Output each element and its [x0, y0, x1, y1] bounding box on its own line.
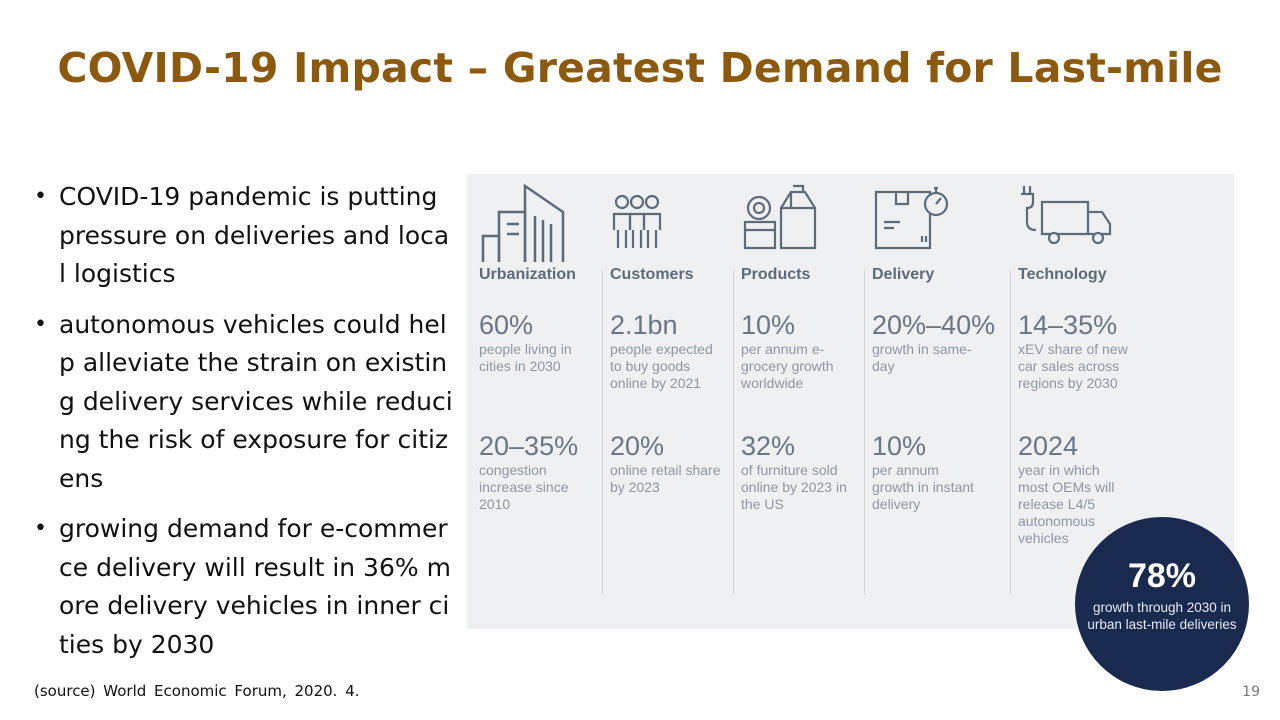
category-label: Customers	[610, 266, 694, 283]
stat-description: per annum growth in instant delivery	[872, 462, 974, 512]
stat-value: 14–35%	[1018, 310, 1118, 340]
category-label: Delivery	[872, 266, 935, 283]
buildings-icon	[479, 182, 569, 266]
bullet-item: • COVID-19 pandemic is putting pressure o…	[34, 178, 454, 294]
stat-block: 2.1bn people expected to buy goods onlin…	[610, 310, 720, 392]
stat-description: congestion increase since 2010	[479, 462, 569, 512]
stat-description: year in which most OEMs will release L4/…	[1018, 462, 1115, 546]
column-customers: Customers 2.1bn people expected to buy g…	[598, 174, 729, 629]
category-label: Urbanization	[479, 266, 576, 283]
bullet-item: • growing demand for e-commerce delivery …	[34, 510, 454, 664]
stat-description: xEV share of new car sales across region…	[1018, 341, 1128, 391]
column-divider	[864, 270, 865, 595]
package-timer-icon	[874, 182, 954, 256]
column-technology: Technology 14–35% xEV share of new car s…	[1006, 174, 1226, 629]
category-label: Products	[741, 266, 811, 283]
stat-block: 32% of furniture sold online by 2023 in …	[741, 431, 856, 513]
slide-title: COVID-19 Impact – Greatest Demand for La…	[57, 44, 1223, 92]
stat-description: growth in same-day	[872, 341, 972, 374]
stat-block: 20%–40% growth in same-day	[872, 310, 995, 375]
bullet-dot-icon: •	[34, 516, 47, 541]
bullet-dot-icon: •	[34, 311, 47, 337]
highlight-value: 78%	[1127, 557, 1197, 595]
stat-value: 60%	[479, 310, 534, 340]
stat-block: 2024 year in which most OEMs will releas…	[1018, 431, 1123, 547]
stat-value: 20–35%	[479, 431, 579, 461]
stat-block: 14–35% xEV share of new car sales across…	[1018, 310, 1133, 392]
category-label: Technology	[1018, 266, 1107, 283]
page-number: 19	[1242, 684, 1260, 700]
stat-description: online retail share by 2023	[610, 462, 721, 495]
column-products: Products 10% per annum e-grocery growth …	[729, 174, 860, 629]
stat-value: 20%	[610, 431, 665, 461]
highlight-badge: 78% growth through 2030 in urban last-mi…	[1075, 517, 1249, 691]
stat-value: 10%	[741, 310, 796, 340]
stat-description: people expected to buy goods online by 2…	[610, 341, 713, 391]
stat-value: 2.1bn	[610, 310, 678, 340]
stat-value: 10%	[872, 431, 927, 461]
stat-description: per annum e-grocery growth worldwide	[741, 341, 834, 391]
stat-block: 60% people living in cities in 2030	[479, 310, 584, 375]
stat-description: of furniture sold online by 2023 in the …	[741, 462, 847, 512]
source-citation: (source) World Economic Forum, 2020. 4.	[34, 682, 360, 700]
groceries-icon	[741, 182, 821, 256]
people-icon	[612, 182, 672, 256]
column-divider	[602, 270, 603, 595]
electric-truck-icon	[1018, 182, 1113, 256]
bullet-dot-icon: •	[34, 184, 47, 209]
column-delivery: Delivery 20%–40% growth in same-day 10% …	[860, 174, 1006, 629]
infographic-panel: Urbanization 60% people living in cities…	[467, 174, 1234, 629]
stat-description: people living in cities in 2030	[479, 341, 572, 374]
stat-value: 2024	[1018, 431, 1079, 461]
column-divider	[733, 270, 734, 595]
stat-value: 20%–40%	[872, 310, 996, 340]
column-urbanization: Urbanization 60% people living in cities…	[467, 174, 601, 629]
column-divider	[1010, 270, 1011, 595]
stat-block: 20% online retail share by 2023	[610, 431, 725, 496]
highlight-description: growth through 2030 in urban last-mile d…	[1087, 600, 1237, 632]
stat-block: 10% per annum e-grocery growth worldwide	[741, 310, 856, 392]
bullet-list: • COVID-19 pandemic is putting pressure o…	[34, 178, 454, 676]
stat-value: 32%	[741, 431, 796, 461]
stat-block: 10% per annum growth in instant delivery	[872, 431, 977, 513]
stat-block: 20–35% congestion increase since 2010	[479, 431, 578, 513]
bullet-item: • autonomous vehicles could help alleviat…	[34, 306, 454, 499]
